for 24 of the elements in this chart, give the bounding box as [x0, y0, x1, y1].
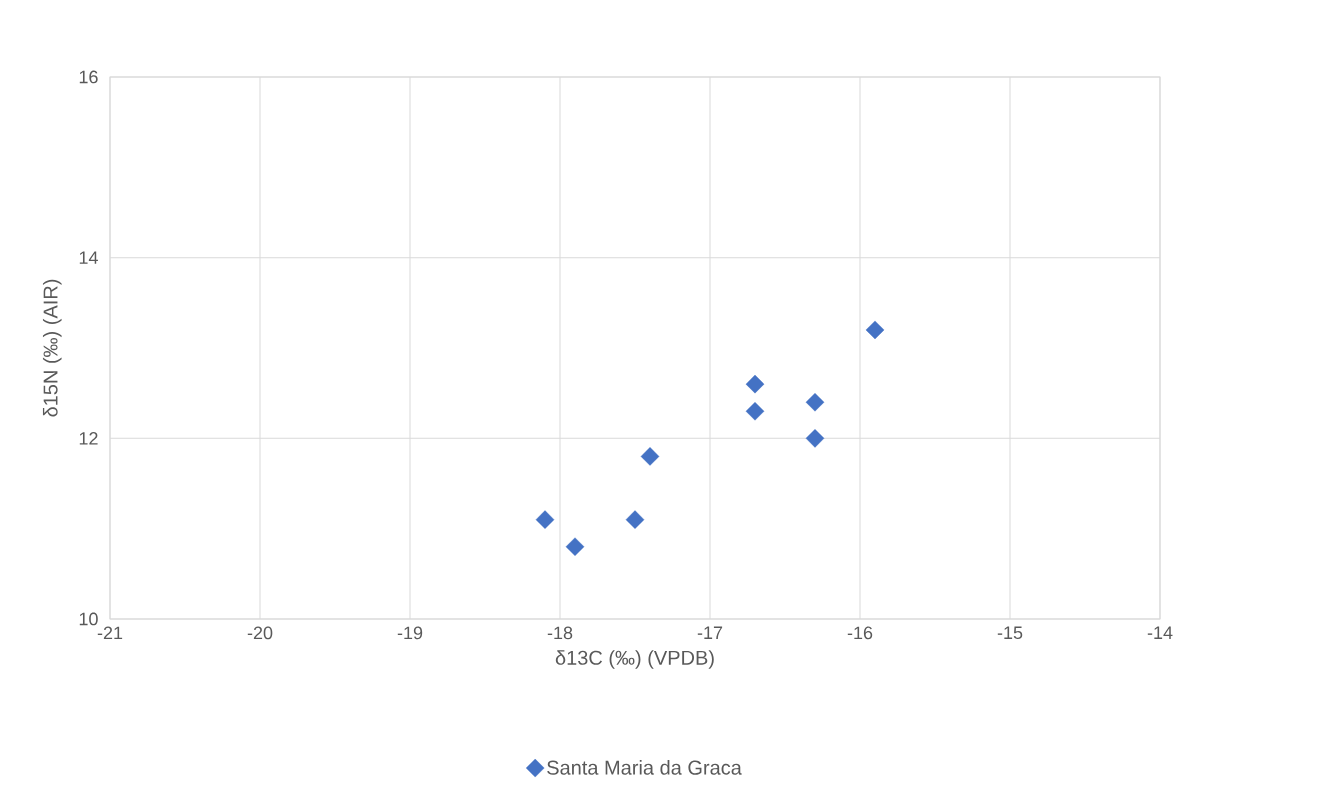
x-tick-label: -20: [247, 626, 273, 640]
x-axis-title: δ13C (‰) (VPDB): [555, 650, 714, 669]
point: [805, 392, 825, 412]
x-tick-label: -17: [697, 626, 723, 639]
x-tick-label: -19: [397, 626, 423, 640]
point: [805, 429, 825, 448]
x-tick-label: -14: [1147, 626, 1173, 639]
y-tick-label: 16: [79, 70, 98, 84]
y-tick-label: 10: [79, 612, 98, 626]
x-tick-label: -16: [847, 626, 873, 640]
x-tick-label: -21: [97, 626, 123, 640]
y-tick-label: 14: [79, 251, 98, 264]
point: [745, 374, 765, 394]
point: [565, 537, 585, 556]
point: [640, 447, 660, 466]
x-tick-label: -15: [997, 626, 1023, 640]
point: [535, 510, 555, 529]
y-axis-title: δ15N (‰) (AIR): [42, 279, 62, 417]
point: [865, 320, 885, 340]
x-tick-label: -18: [547, 626, 573, 640]
y-tick-label: 12: [79, 432, 98, 445]
point: [745, 401, 765, 421]
legend-label: Santa Maria da Graca: [547, 760, 742, 775]
point: [625, 510, 645, 529]
